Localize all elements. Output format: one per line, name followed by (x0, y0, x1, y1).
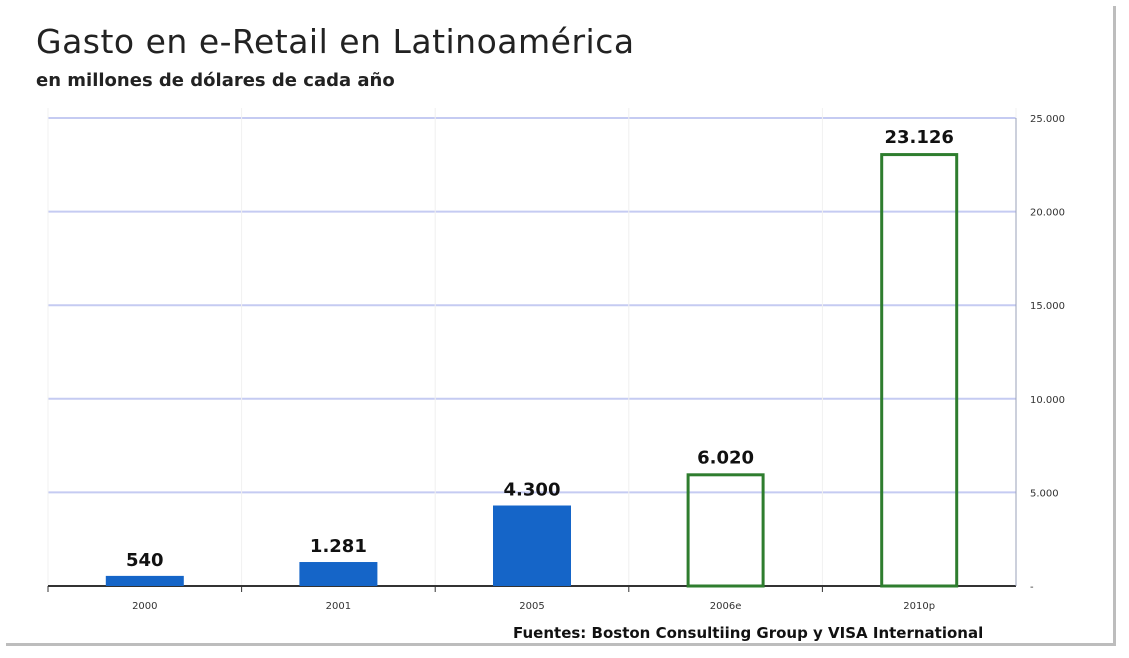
chart-subtitle: en millones de dólares de cada año (36, 70, 395, 91)
bar-value-label: 540 (126, 550, 164, 571)
bar (299, 562, 378, 586)
bar (493, 505, 571, 586)
bar-projected (686, 473, 765, 588)
x-tick-label: 2010p (903, 601, 935, 612)
x-tick-label: 2006e (710, 601, 742, 612)
x-tick-label: 2000 (132, 601, 157, 612)
bar-projected (880, 153, 959, 588)
bar-value-label: 1.281 (310, 536, 367, 557)
y-tick-label: 5.000 (1030, 488, 1059, 499)
chart-title: Gasto en e-Retail en Latinoamérica (36, 22, 635, 61)
y-tick-label: - (1030, 582, 1034, 593)
y-tick-label: 20.000 (1030, 208, 1065, 219)
bar-value-label: 23.126 (884, 127, 953, 148)
bar (105, 575, 184, 586)
bar-value-label: 6.020 (697, 447, 754, 468)
bar-value-label: 4.300 (504, 480, 561, 501)
y-tick-label: 25.000 (1030, 114, 1065, 125)
x-tick-label: 2005 (519, 601, 544, 612)
chart-frame (6, 6, 1116, 646)
y-tick-label: 10.000 (1030, 395, 1065, 406)
y-tick-label: 15.000 (1030, 301, 1065, 312)
x-tick-label: 2001 (326, 601, 351, 612)
chart-source: Fuentes: Boston Consultiing Group y VISA… (513, 624, 984, 642)
